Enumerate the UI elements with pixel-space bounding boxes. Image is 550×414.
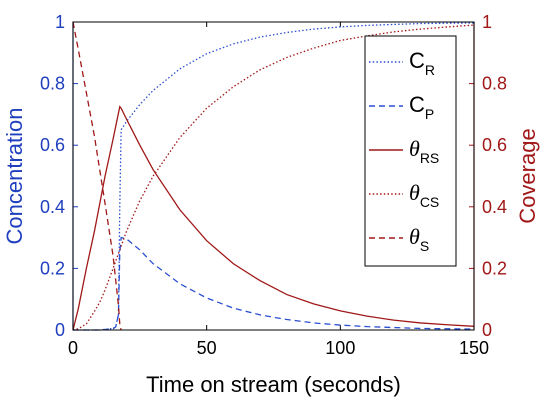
- right-tick-label: 0.6: [482, 135, 507, 155]
- legend-entry-name: θ: [409, 136, 420, 161]
- left-tick-label: 0.4: [40, 197, 65, 217]
- x-tick-label: 0: [68, 338, 78, 358]
- series-line-theta-rs: [72, 105, 475, 331]
- series-layer: [72, 21, 475, 331]
- legend-entry: CP: [409, 92, 434, 122]
- y-axis-label-right: Coverage: [515, 128, 540, 223]
- legend-entry-subscript: CS: [420, 194, 439, 210]
- right-axis-ticks: 0 0.2 0.4 0.6 0.8 1: [469, 12, 507, 340]
- legend-entry-name: C: [409, 92, 425, 117]
- legend-box: [364, 35, 457, 267]
- series-line-c-r: [73, 22, 475, 331]
- left-tick-label: 1: [55, 12, 65, 32]
- legend-entry: θCS: [409, 180, 439, 210]
- series-line-theta-s: [72, 21, 122, 331]
- x-axis-ticks: 0 50 100 150: [68, 22, 489, 358]
- right-tick-label: 0.4: [482, 197, 507, 217]
- x-axis-label: Time on stream (seconds): [146, 372, 401, 397]
- legend-entry: θRS: [409, 136, 439, 166]
- x-tick-label: 50: [197, 338, 217, 358]
- left-axis-ticks: 0 0.2 0.4 0.6 0.8 1: [40, 12, 78, 340]
- plot-frame: [72, 21, 475, 331]
- left-tick-label: 0.8: [40, 74, 65, 94]
- left-tick-label: 0.2: [40, 258, 65, 278]
- legend-entry-subscript: RS: [420, 150, 439, 166]
- legend-entry-name: C: [409, 48, 425, 73]
- right-tick-label: 0.8: [482, 74, 507, 94]
- legend-entry-subscript: P: [425, 106, 434, 122]
- right-tick-label: 0: [482, 320, 492, 340]
- right-tick-label: 1: [482, 12, 492, 32]
- right-tick-label: 0.2: [482, 258, 507, 278]
- legend-entry-name: θ: [409, 224, 420, 249]
- series-line-c-p: [73, 236, 475, 331]
- legend-entry-subscript: S: [420, 238, 429, 254]
- left-tick-label: 0: [55, 320, 65, 340]
- series-line-theta-cs: [72, 24, 475, 331]
- legend-entry: θS: [409, 224, 429, 254]
- x-tick-label: 150: [459, 338, 489, 358]
- x-tick-label: 100: [325, 338, 355, 358]
- legend-entry-subscript: R: [425, 62, 435, 78]
- y-axis-label-left: Concentration: [2, 108, 27, 245]
- left-tick-label: 0.6: [40, 135, 65, 155]
- legend-entry-name: θ: [409, 180, 420, 205]
- legend-entry: CR: [409, 48, 435, 78]
